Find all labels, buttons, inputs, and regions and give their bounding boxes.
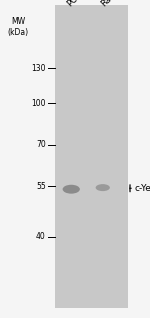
- Text: 100: 100: [31, 99, 46, 108]
- Text: 55: 55: [36, 182, 46, 190]
- Text: c-Yes: c-Yes: [134, 184, 150, 193]
- Text: Rat2: Rat2: [99, 0, 119, 8]
- Ellipse shape: [63, 185, 80, 194]
- Text: 130: 130: [31, 64, 46, 73]
- Ellipse shape: [96, 184, 110, 191]
- Text: 40: 40: [36, 232, 46, 241]
- FancyBboxPatch shape: [55, 5, 128, 308]
- Text: PC-12: PC-12: [65, 0, 89, 8]
- Text: 70: 70: [36, 140, 46, 149]
- Text: MW
(kDa): MW (kDa): [8, 17, 29, 37]
